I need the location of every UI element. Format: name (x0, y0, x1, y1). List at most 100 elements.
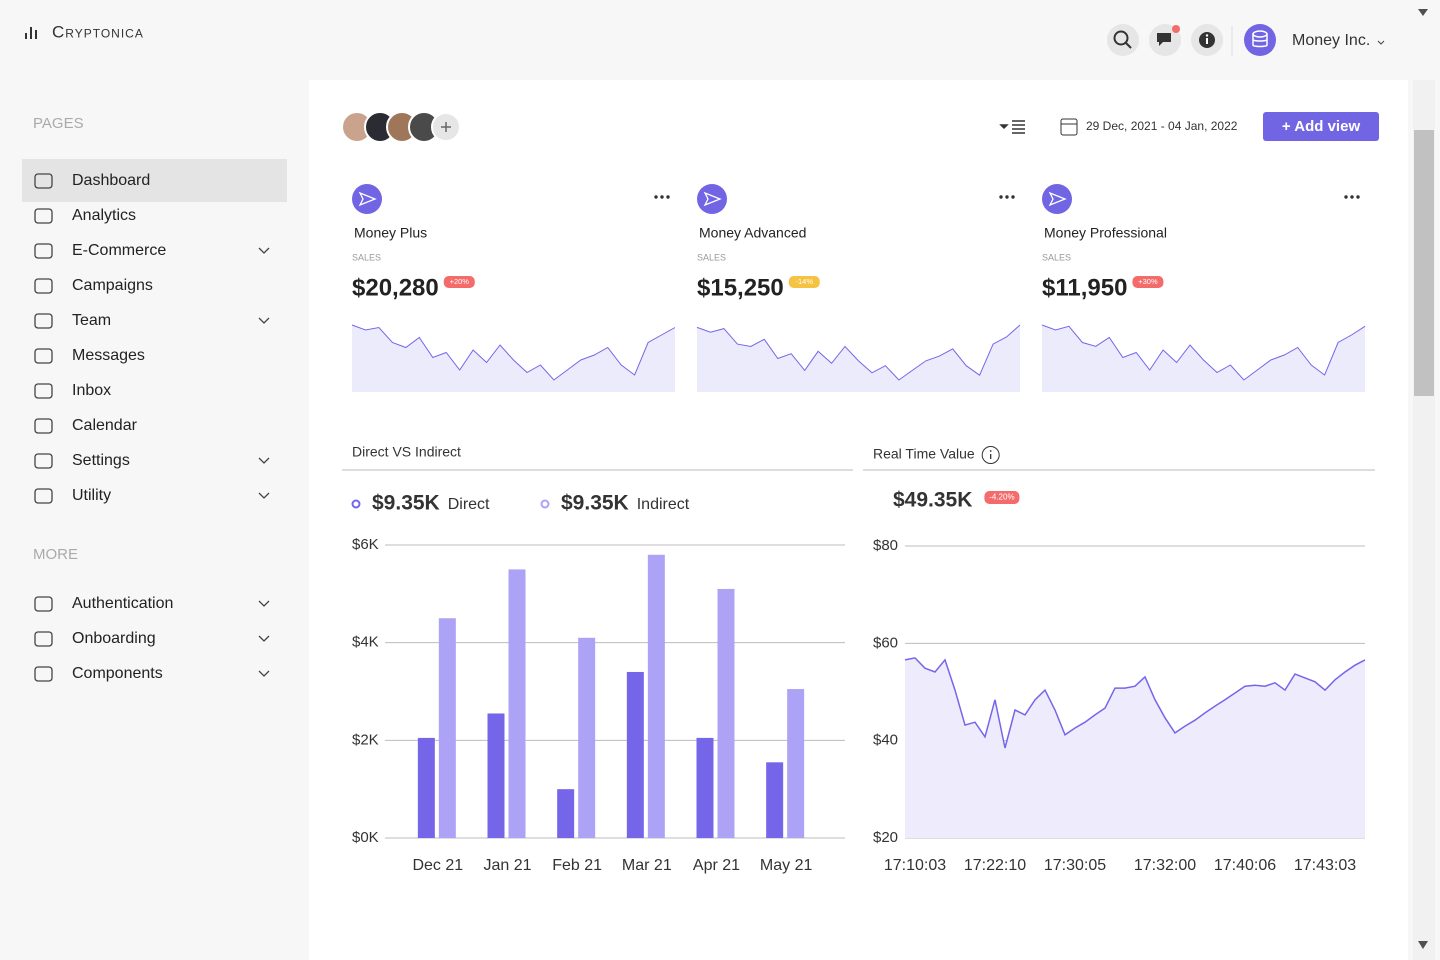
change-label: -14% (796, 277, 814, 286)
x-tick-label: May 21 (760, 857, 813, 874)
nav-chevron[interactable] (258, 670, 270, 677)
sparkline (351, 324, 676, 381)
bar (487, 713, 505, 838)
card-menu[interactable] (1344, 195, 1348, 199)
nav-item[interactable]: E-Commerce (72, 242, 166, 259)
nav-icon (34, 631, 53, 647)
legend-marker (540, 499, 550, 509)
nav-chevron[interactable] (258, 247, 270, 254)
nav-item[interactable]: Analytics (72, 207, 136, 224)
change-badge (984, 491, 1020, 504)
y-tick-label: $20 (873, 829, 898, 846)
chart-title: Real Time Value (873, 446, 975, 462)
bar (417, 737, 435, 838)
change-badge (443, 276, 475, 288)
card-menu[interactable] (660, 195, 664, 199)
nav-icon (34, 208, 53, 224)
nav-icon (34, 173, 53, 189)
y-tick-label: $4K (352, 634, 379, 651)
nav-item[interactable]: Team (72, 312, 111, 329)
card-menu[interactable] (1356, 195, 1360, 199)
card-value: $11,950 (1042, 274, 1127, 301)
card-menu[interactable] (999, 195, 1003, 199)
nav-chevron[interactable] (258, 317, 270, 324)
card-menu[interactable] (1011, 195, 1015, 199)
nav-chevron[interactable] (258, 457, 270, 464)
card-label: SALES (697, 252, 726, 262)
legend-total: $9.35K (372, 492, 440, 515)
sparkline-area (352, 325, 675, 392)
bar (696, 737, 714, 838)
x-tick-label: Jan 21 (483, 857, 531, 874)
sparkline (696, 324, 1021, 381)
card-menu[interactable] (1005, 195, 1009, 199)
card-title: Money Plus (354, 225, 427, 241)
x-tick-label: Mar 21 (622, 857, 672, 874)
nav-item[interactable]: Settings (72, 452, 130, 469)
nav-item[interactable]: Dashboard (72, 172, 150, 189)
filter-button[interactable] (999, 120, 1025, 134)
bar (508, 569, 526, 838)
account-name[interactable]: Money Inc. (1292, 32, 1370, 49)
nav-chevron[interactable] (258, 600, 270, 607)
nav-item[interactable]: Components (72, 665, 163, 682)
nav-icon (34, 348, 53, 364)
legend-name: Direct (448, 496, 490, 513)
card-label: SALES (1042, 252, 1071, 262)
nav-item[interactable]: Utility (72, 487, 111, 504)
account-avatar[interactable] (1244, 24, 1276, 56)
bar (557, 789, 575, 838)
info-icon[interactable] (981, 446, 1000, 464)
card-icon (697, 184, 727, 214)
date-range[interactable]: 29 Dec, 2021 - 04 Jan, 2022 (1086, 119, 1238, 133)
card-menu[interactable] (666, 195, 670, 199)
sparkline-area (1042, 325, 1365, 392)
sparkline (1041, 324, 1366, 381)
scroll-arrow[interactable] (1418, 9, 1428, 16)
scroll-thumb[interactable] (1414, 130, 1434, 396)
search-button[interactable] (1107, 24, 1139, 56)
chart-title: Direct VS Indirect (352, 444, 461, 460)
bar (766, 762, 784, 838)
add-view-button[interactable] (1263, 112, 1379, 141)
change-badge (788, 276, 820, 288)
info-icon (989, 450, 992, 452)
y-tick-label: $40 (873, 732, 898, 749)
x-tick-label: Feb 21 (552, 857, 602, 874)
card-label: SALES (352, 252, 381, 262)
messages-button[interactable] (1149, 24, 1181, 56)
nav-chevron[interactable] (258, 492, 270, 499)
nav-chevron[interactable] (258, 635, 270, 642)
nav-item[interactable]: Messages (72, 347, 145, 364)
avatars (341, 111, 461, 143)
y-tick-label: $2K (352, 731, 379, 748)
nav-item[interactable]: Campaigns (72, 277, 153, 294)
nav-icon (34, 278, 53, 294)
nav-item[interactable]: Inbox (72, 382, 111, 399)
card-menu[interactable] (654, 195, 658, 199)
calendar-icon (1060, 118, 1078, 136)
x-tick-label: Dec 21 (412, 857, 463, 874)
change-label: +30% (1138, 277, 1158, 286)
nav-icon (34, 453, 53, 469)
nav-icon (34, 383, 53, 399)
info-button[interactable] (1191, 24, 1223, 56)
nav-item[interactable]: Calendar (72, 417, 138, 434)
nav-item[interactable]: Authentication (72, 595, 173, 612)
nav-icon (34, 596, 53, 612)
section-heading: MORE (33, 546, 78, 563)
legend-total: $9.35K (561, 492, 629, 515)
y-tick-label: $6K (352, 536, 379, 553)
bar (717, 588, 735, 838)
card-icon-glyph (358, 191, 377, 207)
card-value: $15,250 (697, 274, 784, 301)
scroll-arrow[interactable] (1418, 941, 1428, 949)
x-tick-label: 17:10:03 (884, 857, 946, 874)
bar (438, 618, 456, 838)
add-view-label[interactable]: + Add view (1282, 118, 1361, 135)
y-tick-label: $80 (873, 537, 898, 554)
nav-item[interactable]: Onboarding (72, 630, 156, 647)
card-menu[interactable] (1350, 195, 1354, 199)
